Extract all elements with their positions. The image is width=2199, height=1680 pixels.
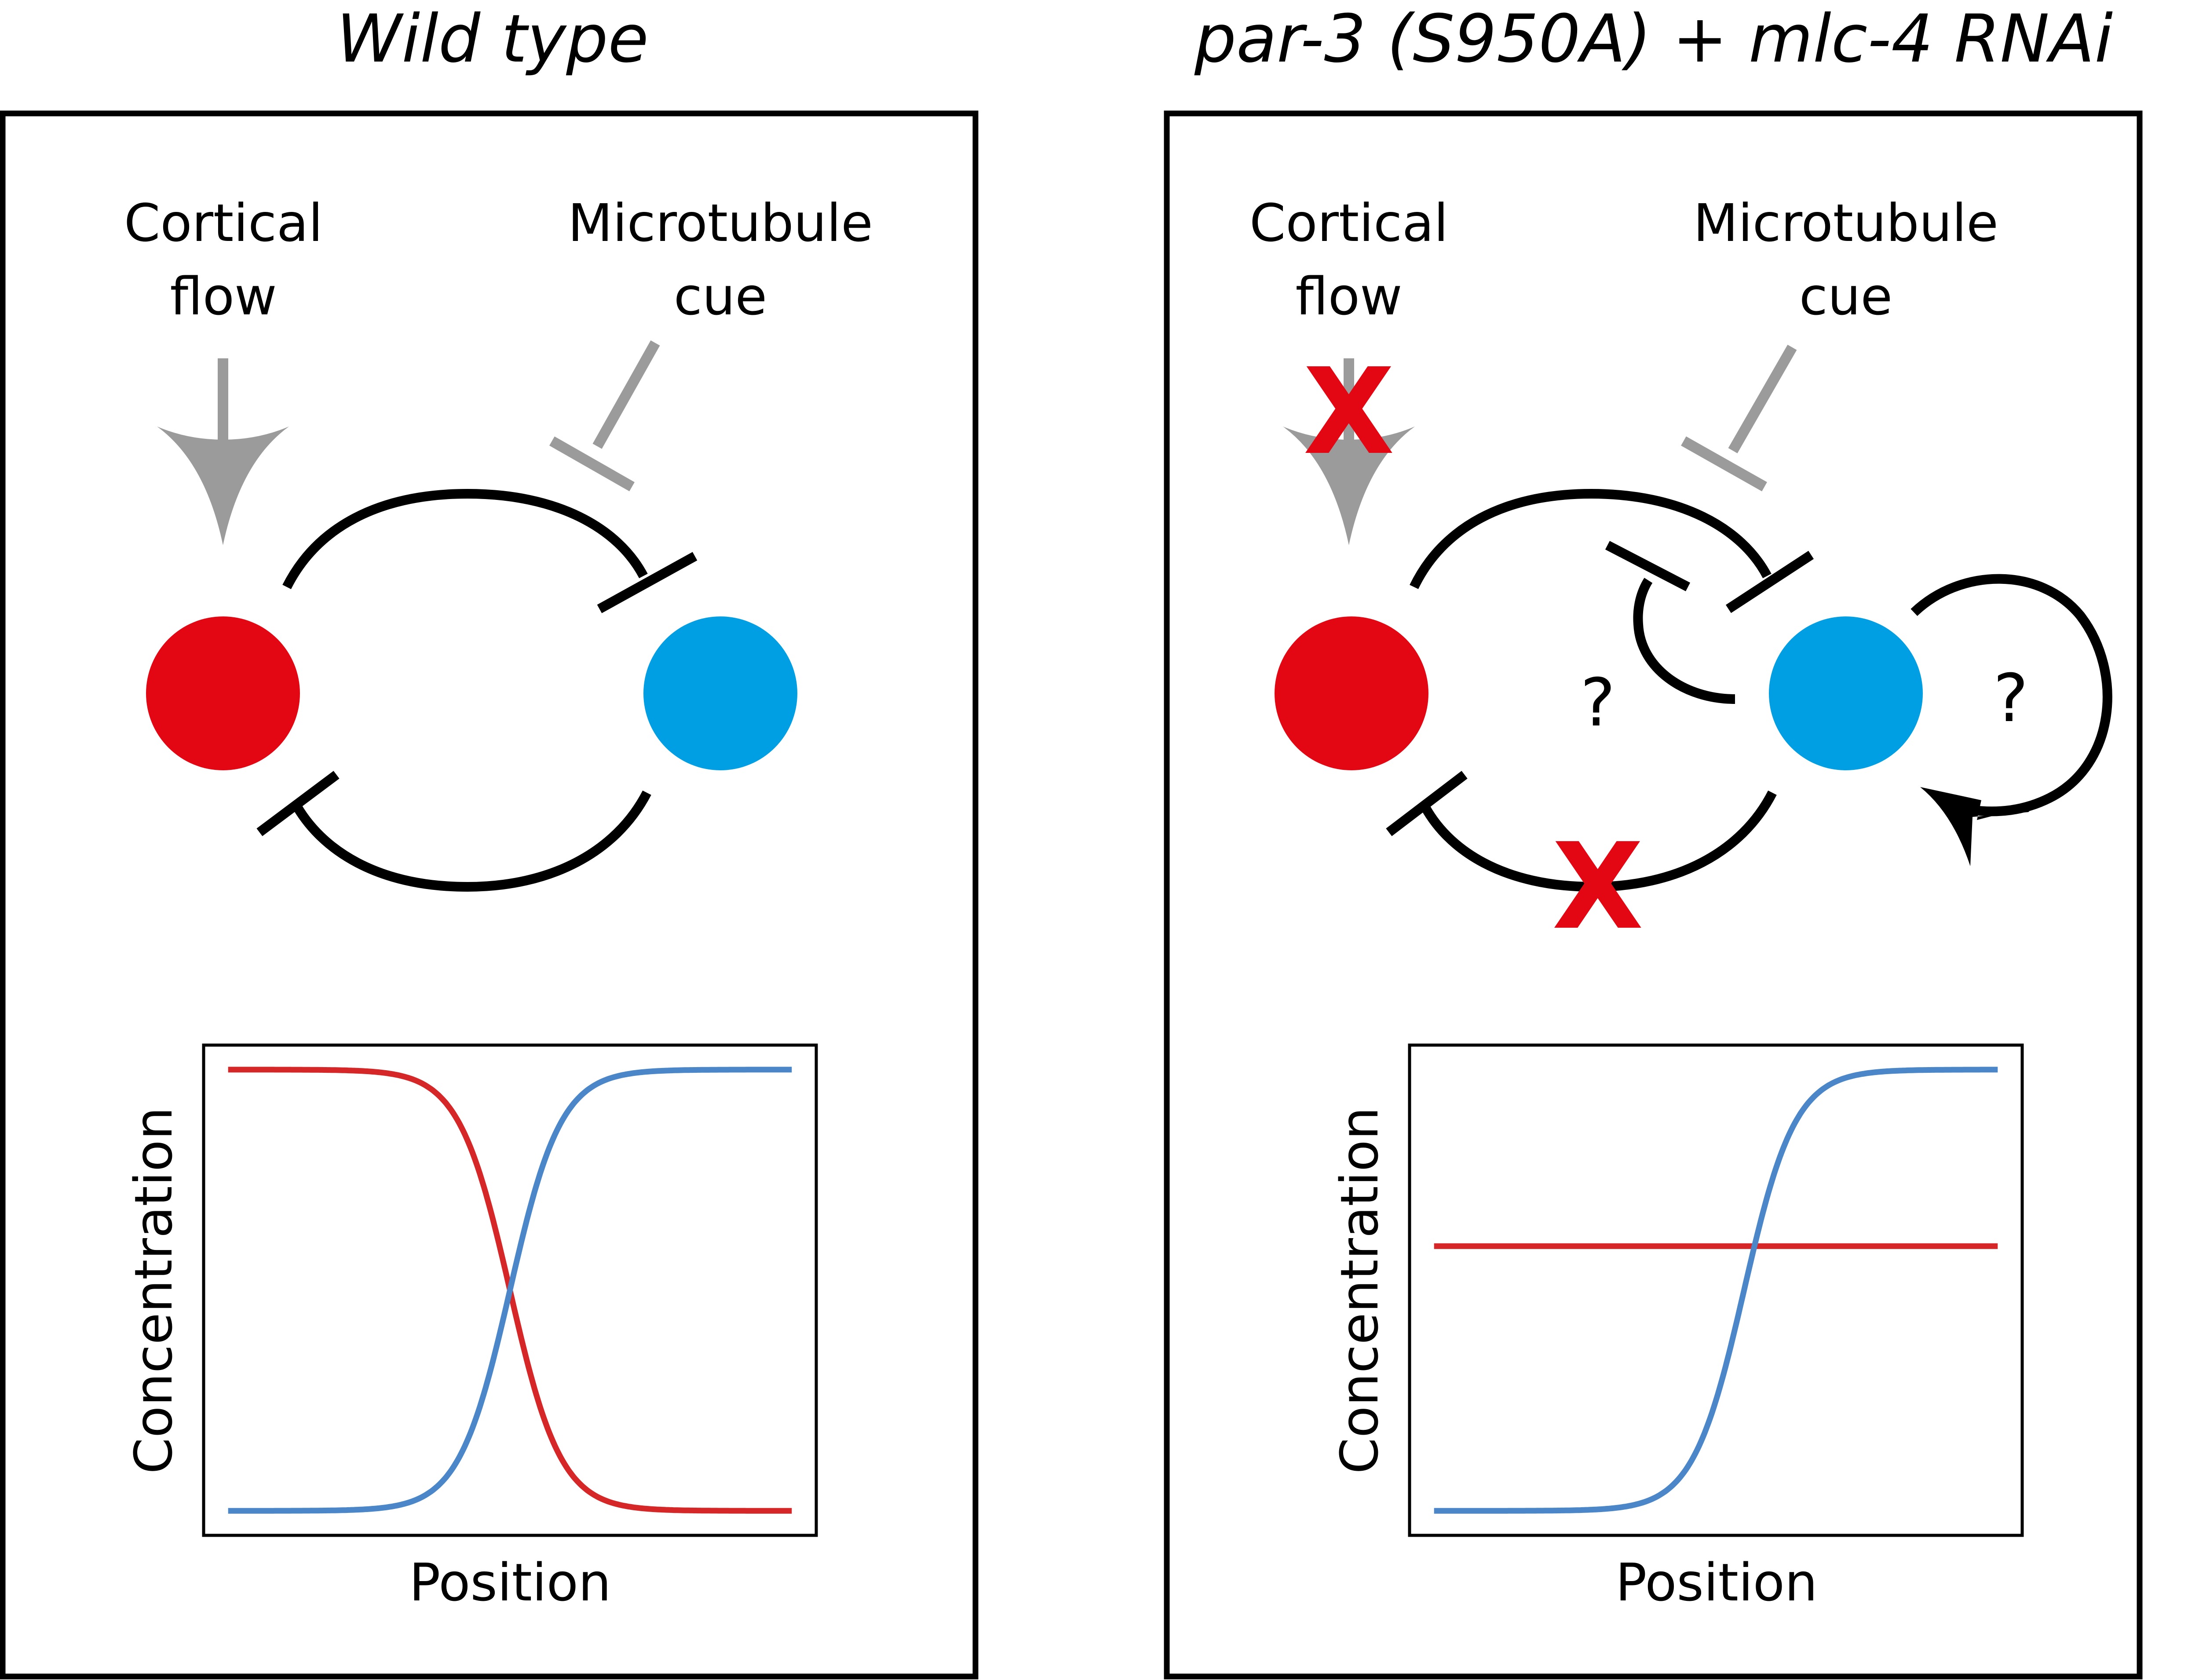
mutant-title: par-3 (S950A) + mlc-4 RNAi	[1194, 1, 2113, 77]
self-activation-arrowhead	[1920, 787, 2036, 866]
wild-type-x-axis-label: Position	[409, 1552, 611, 1613]
unknown-inhibition-question-mark: ?	[1580, 665, 1615, 741]
mutant-microtubule-cue-inhibitor	[1681, 345, 1797, 492]
mutant-panel: par-3 (S950A) + mlc-4 RNAi Cortical flow…	[1164, 1, 2143, 1680]
mutant-red-inhibits-blue-arc	[1410, 488, 1814, 613]
microtubule-cue-label-line2: cue	[674, 266, 767, 327]
mutant-plot-frame	[1408, 1043, 2024, 1537]
mutant-red-species-circle	[1275, 616, 1428, 770]
mutant-blue-inhibits-red-arc	[1386, 771, 1777, 892]
red-inhibits-blue-arc	[282, 488, 698, 613]
mutant-cortical-flow-label-line2: flow	[1295, 266, 1402, 327]
wild-type-concentration-plot: Position Concentration	[123, 1043, 818, 1613]
cortical-flow-blocked-x-mark: X	[1303, 343, 1395, 481]
blue-inhibits-red-arc	[256, 771, 651, 892]
wild-type-title: Wild type	[336, 1, 649, 77]
microtubule-cue-label-line1: Microtubule	[568, 193, 873, 253]
wild-type-panel: Wild type Cortical flow Microtubule cue	[0, 1, 979, 1680]
wild-type-plot-frame	[202, 1043, 818, 1537]
mutant-x-axis-label: Position	[1615, 1552, 1817, 1613]
self-activation-question-mark: ?	[1993, 660, 2028, 737]
wild-type-blue-series	[228, 1067, 792, 1514]
red-species-circle	[146, 616, 300, 770]
cortical-flow-label-line2: flow	[170, 266, 277, 327]
blue-species-circle	[643, 616, 797, 770]
mutual-inhibition-blocked-x-mark: X	[1552, 817, 1644, 956]
mutant-microtubule-cue-label-line1: Microtubule	[1693, 193, 1998, 253]
mutant-cortical-flow-label-line1: Cortical	[1249, 193, 1448, 253]
microtubule-cue-inhibitor	[549, 340, 660, 492]
unknown-blue-inhibition	[1605, 541, 1735, 704]
blue-self-activation-loop	[1910, 574, 2112, 866]
mutant-cortical-flow-arrow	[1283, 358, 1415, 545]
mutant-y-axis-label: Concentration	[1329, 1107, 1390, 1474]
wild-type-frame	[0, 110, 979, 1680]
cortical-flow-label-line1: Cortical	[124, 193, 323, 253]
wild-type-y-axis-label: Concentration	[123, 1107, 184, 1474]
mutant-frame	[1164, 110, 2143, 1680]
cortical-flow-arrow	[157, 358, 289, 545]
mutant-microtubule-cue-label-line2: cue	[1799, 266, 1892, 327]
mutant-concentration-plot: Position Concentration	[1329, 1043, 2024, 1613]
mutant-blue-series	[1434, 1067, 1998, 1514]
mutant-blue-species-circle	[1769, 616, 1923, 770]
